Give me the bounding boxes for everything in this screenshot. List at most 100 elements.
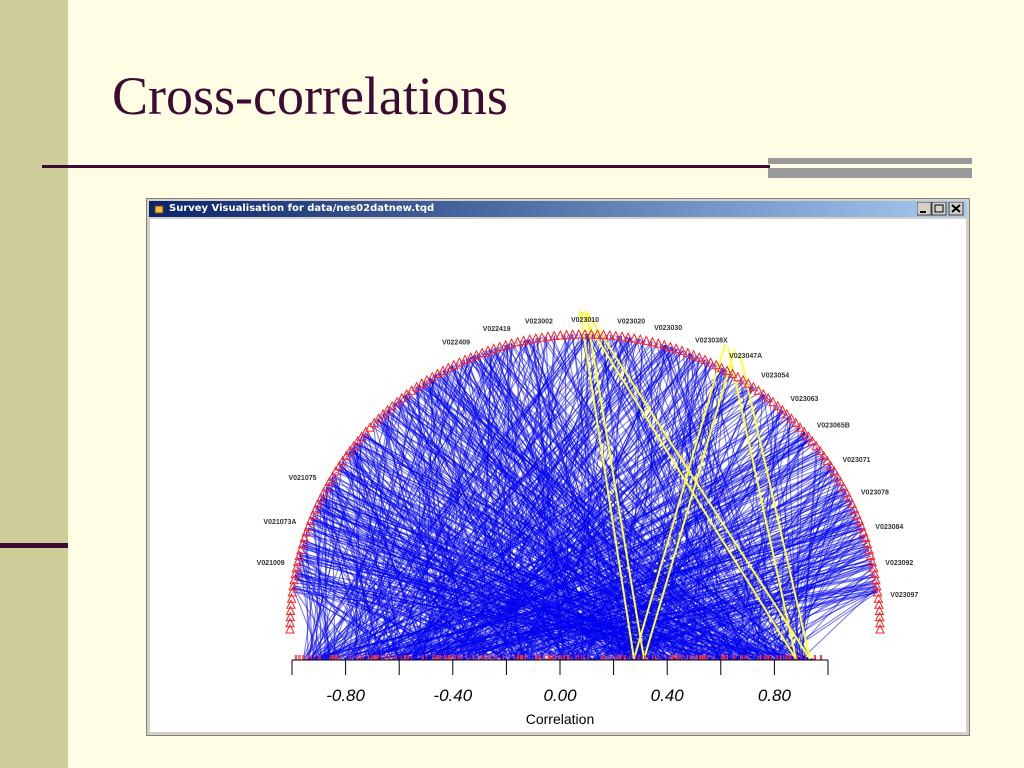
node-marker: [825, 460, 836, 471]
node-marker: [438, 365, 448, 375]
link-line: [685, 351, 704, 661]
node-marker: [862, 538, 873, 549]
window-title: Survey Visualisation for data/nes02datne…: [169, 203, 435, 214]
node-marker: [494, 341, 505, 352]
node-marker: [285, 605, 296, 615]
node-marker: [849, 503, 860, 514]
node-marker: [811, 440, 822, 451]
node-marker: [477, 347, 488, 357]
rule-accent: [768, 168, 972, 178]
link-line: [377, 418, 535, 661]
link-line: [303, 338, 531, 661]
link-line: [349, 450, 431, 661]
link-line: [336, 366, 451, 661]
link-line: [479, 349, 493, 661]
link-line: [677, 494, 849, 661]
minimize-button[interactable]: [917, 202, 932, 216]
node-marker: [835, 476, 846, 486]
link-line: [315, 497, 322, 661]
node-marker: [401, 388, 412, 399]
link-line: [495, 353, 692, 661]
node-marker: [682, 347, 693, 357]
link-line: [410, 334, 569, 661]
node-marker: [567, 329, 578, 339]
node-marker: [864, 544, 874, 555]
node-marker: [416, 378, 427, 388]
node-marker: [301, 526, 312, 537]
left-stripe: [0, 0, 68, 768]
node-marker: [580, 328, 590, 339]
node-marker: [318, 487, 329, 497]
node-marker: [555, 329, 566, 340]
highlight-line: [585, 310, 645, 660]
app-window: Survey Visualisation for data/nes02datne…: [146, 198, 970, 736]
node-marker: [369, 417, 380, 428]
link-line: [350, 384, 421, 661]
link-line: [408, 391, 624, 661]
node-label: V023047A: [729, 353, 762, 360]
link-line: [361, 435, 700, 661]
link-line: [359, 442, 815, 661]
node-marker: [653, 338, 664, 348]
node-marker: [873, 593, 884, 603]
link-line: [330, 333, 590, 661]
link-line: [548, 550, 870, 661]
node-marker: [392, 396, 402, 407]
node-marker: [411, 381, 422, 392]
left-bar: [0, 543, 68, 548]
x-axis-label: Correlation: [526, 711, 594, 727]
link-line: [464, 337, 631, 661]
link-line: [437, 360, 463, 661]
link-line: [294, 576, 476, 661]
node-marker: [331, 465, 341, 476]
node-marker: [822, 455, 833, 466]
link-line: [330, 479, 479, 661]
link-line: [292, 587, 673, 661]
link-line: [313, 513, 691, 661]
node-label: V023092: [885, 560, 913, 567]
link-line: [706, 572, 875, 661]
link-line: [301, 547, 723, 661]
close-button[interactable]: [948, 202, 964, 216]
node-marker: [460, 354, 470, 364]
link-line: [324, 489, 797, 661]
node-marker: [854, 515, 865, 525]
link-line: [438, 372, 634, 661]
node-label: V021073A: [263, 519, 296, 526]
node-marker: [871, 574, 881, 585]
node-marker: [313, 498, 323, 508]
x-tick-label: -0.80: [326, 686, 365, 705]
link-line: [621, 368, 725, 661]
node-label: V023063: [790, 396, 818, 403]
x-tick-label: 0.40: [651, 686, 685, 705]
link-line: [581, 333, 589, 661]
link-line: [349, 450, 654, 661]
node-marker: [378, 408, 388, 419]
node-marker: [598, 329, 609, 340]
node-marker: [665, 341, 676, 352]
link-line: [315, 464, 831, 661]
link-line: [738, 456, 825, 661]
link-line: [510, 343, 764, 661]
node-marker: [852, 509, 862, 520]
node-marker: [352, 435, 363, 446]
node-marker: [586, 328, 597, 339]
link-line: [523, 462, 830, 661]
x-tick-label: 0.00: [543, 686, 577, 705]
node-marker: [856, 521, 867, 531]
link-line: [564, 334, 570, 661]
node-label: V023065B: [817, 423, 850, 430]
maximize-button[interactable]: [931, 202, 947, 216]
link-line: [472, 520, 860, 661]
node-label: V023071: [843, 457, 871, 464]
node-marker: [748, 381, 759, 392]
link-lines: [292, 333, 878, 661]
link-line: [443, 369, 478, 661]
link-line: [358, 563, 873, 661]
node-marker: [422, 374, 432, 385]
node-marker: [659, 339, 670, 350]
node-marker: [512, 336, 523, 347]
link-line: [294, 574, 361, 661]
link-line: [298, 555, 429, 661]
